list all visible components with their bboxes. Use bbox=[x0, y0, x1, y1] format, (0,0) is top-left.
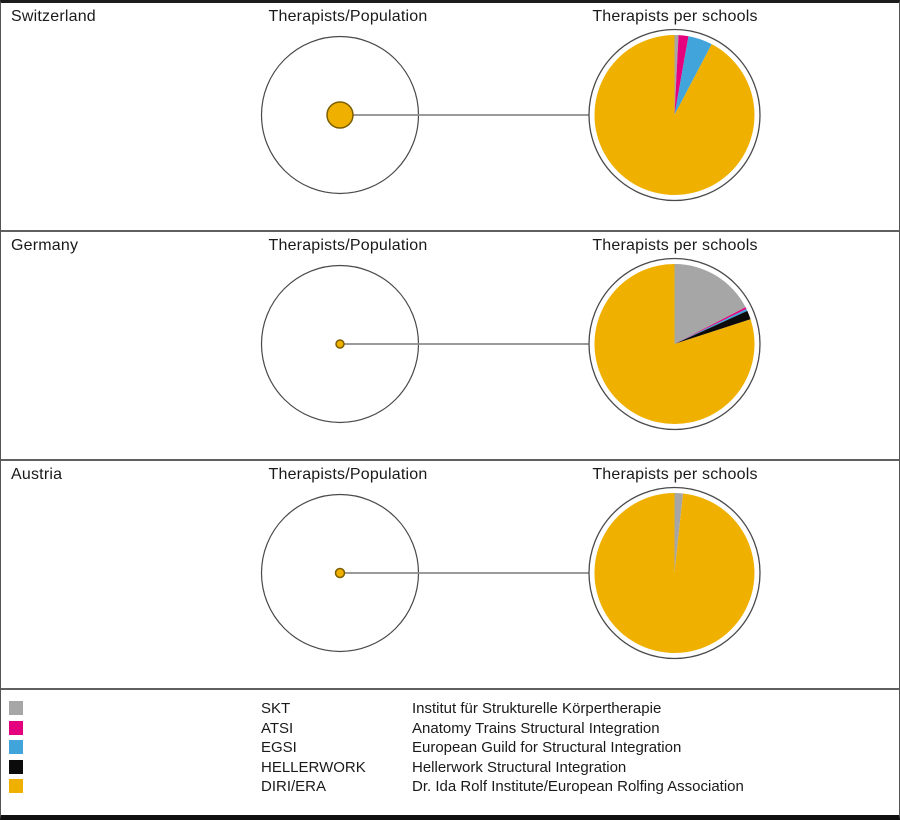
legend-abbr: ATSI bbox=[261, 719, 294, 737]
pie-slice-skt bbox=[674, 264, 746, 344]
country-label: Germany bbox=[11, 237, 79, 254]
pie-slice-atsi bbox=[674, 35, 689, 115]
pie-slice-atsi bbox=[674, 307, 747, 344]
egsi-color-swatch bbox=[9, 740, 23, 755]
legend-abbr: DIRI/ERA bbox=[261, 778, 327, 796]
population-dot bbox=[335, 339, 345, 349]
column-title-therapists-population: Therapists/Population bbox=[268, 237, 428, 254]
pie-slice-skt bbox=[674, 35, 679, 115]
legend-name: Institut für Strukturelle Körpertherapie bbox=[412, 700, 662, 717]
pie-slice-hellerwork bbox=[674, 310, 751, 344]
pie-outer-ring bbox=[588, 257, 761, 431]
pie-outer-ring bbox=[588, 28, 761, 202]
country-label: Switzerland bbox=[11, 8, 96, 25]
diri-era-color-swatch bbox=[9, 779, 23, 794]
panel-austria: Austria Therapists/Population Therapists… bbox=[1, 461, 899, 690]
legend: SKT Institut für Strukturelle Körperther… bbox=[1, 690, 899, 811]
pie-slice-egsi bbox=[674, 36, 712, 116]
column-title-therapists-per-schools: Therapists per schools bbox=[592, 466, 758, 483]
legend-item-egsi: EGSI European Guild for Structural Integ… bbox=[1, 738, 899, 758]
population-dot bbox=[334, 567, 346, 579]
atsi-color-swatch bbox=[9, 720, 23, 735]
column-title-therapists-population: Therapists/Population bbox=[268, 466, 428, 483]
row-chart-austria bbox=[260, 486, 761, 660]
pie-slice-diri-era bbox=[594, 35, 755, 195]
panel-switzerland: Switzerland Therapists/Population Therap… bbox=[1, 3, 899, 232]
country-label: Austria bbox=[11, 466, 63, 483]
legend-abbr: SKT bbox=[261, 700, 291, 717]
pie-slice-diri-era bbox=[594, 264, 755, 424]
pie-slice-egsi bbox=[674, 309, 748, 344]
column-title-therapists-population: Therapists/Population bbox=[268, 8, 428, 25]
column-title-therapists-per-schools: Therapists per schools bbox=[592, 8, 758, 25]
row-chart-germany bbox=[260, 257, 761, 431]
pie-slice-diri-era bbox=[594, 492, 755, 653]
legend-abbr: HELLERWORK bbox=[261, 758, 366, 776]
hellerwork-color-swatch bbox=[9, 759, 23, 774]
column-title-therapists-per-schools: Therapists per schools bbox=[592, 237, 758, 254]
pie-outer-ring bbox=[588, 486, 761, 660]
legend-name: European Guild for Structural Integratio… bbox=[412, 739, 682, 757]
legend-name: Dr. Ida Rolf Institute/European Rolfing … bbox=[412, 778, 744, 796]
row-chart-switzerland bbox=[260, 28, 761, 202]
population-dot bbox=[326, 101, 354, 129]
legend-name: Anatomy Trains Structural Integration bbox=[412, 719, 660, 737]
pie-slice-skt bbox=[674, 493, 684, 573]
legend-abbr: EGSI bbox=[261, 739, 297, 757]
panel-germany: Germany Therapists/Population Therapists… bbox=[1, 232, 899, 461]
legend-item-skt: SKT Institut für Strukturelle Körperther… bbox=[1, 699, 899, 719]
legend-item-diri-era: DIRI/ERA Dr. Ida Rolf Institute/European… bbox=[1, 777, 899, 797]
legend-name: Hellerwork Structural Integration bbox=[412, 758, 627, 776]
legend-item-atsi: ATSI Anatomy Trains Structural Integrati… bbox=[1, 719, 899, 739]
legend-item-hellerwork: HELLERWORK Hellerwork Structural Integra… bbox=[1, 758, 899, 778]
skt-color-swatch bbox=[9, 701, 23, 715]
